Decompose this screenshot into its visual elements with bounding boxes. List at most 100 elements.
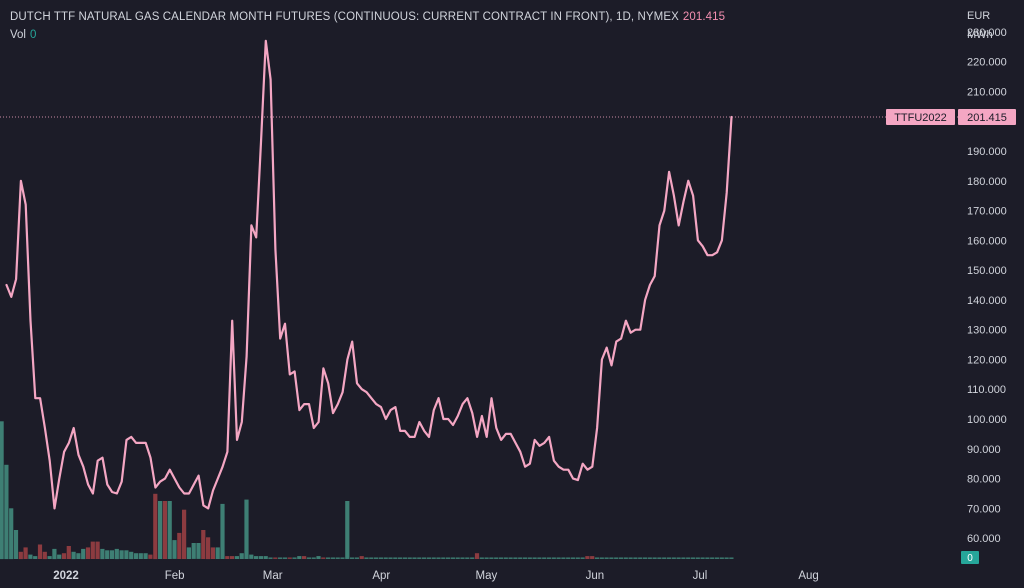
volume-bar (426, 557, 431, 559)
volume-bar (527, 557, 532, 559)
x-tick-label: Jun (586, 570, 605, 582)
y-tick-label: 230.000 (967, 27, 1007, 39)
y-tick-label: 110.000 (967, 384, 1006, 396)
volume-bar (378, 557, 383, 559)
volume-bar (494, 557, 499, 559)
volume-bar (215, 547, 220, 559)
volume-bar (556, 557, 561, 559)
volume-bar (719, 557, 724, 559)
y-tick-label: 70.000 (967, 503, 1001, 515)
axis-unit-energy: MWh (967, 29, 993, 41)
volume-bar (671, 557, 676, 559)
y-tick-label: 220.000 (967, 57, 1007, 69)
x-tick-label: Jul (693, 570, 708, 582)
volume-bar (220, 503, 225, 559)
y-tick-label: 130.000 (967, 325, 1007, 337)
volume-bar (638, 557, 643, 559)
volume-bar (287, 557, 292, 559)
volume-bar (532, 557, 537, 559)
x-tick-label: Feb (165, 570, 185, 582)
volume-bar (167, 501, 172, 559)
volume-bar (695, 557, 700, 559)
volume-bar (465, 557, 470, 559)
volume-bar (662, 557, 667, 559)
volume-bar (714, 557, 720, 559)
y-tick-label: 100.000 (967, 414, 1007, 426)
volume-bar (705, 557, 710, 559)
volume-bar (33, 556, 38, 559)
volume-bar (431, 557, 436, 559)
volume-bar (498, 557, 504, 559)
volume-bar (153, 493, 158, 560)
volume-bar (177, 532, 182, 559)
volume-bar (143, 553, 148, 559)
volume-bar (23, 547, 28, 559)
volume-bar (484, 557, 489, 559)
y-tick-label: 170.000 (967, 206, 1007, 218)
volume-bar (335, 557, 340, 559)
volume-bar (508, 557, 513, 559)
volume-bar (206, 537, 211, 560)
volume-bar (575, 557, 580, 559)
volume-bar (254, 556, 259, 559)
volume-bar (71, 551, 76, 560)
volume-bar (138, 553, 143, 559)
volume-bar (537, 557, 542, 559)
volume-bar (412, 557, 417, 559)
y-tick-label: 140.000 (967, 295, 1007, 307)
volume-bar (710, 557, 715, 559)
y-tick-label: 150.000 (967, 265, 1007, 277)
x-tick-label: Apr (372, 570, 390, 582)
volume-bar (450, 557, 455, 559)
volume-bar (446, 557, 451, 559)
volume-bar (230, 556, 235, 559)
volume-bar (402, 557, 407, 559)
volume-bar (436, 557, 441, 559)
volume-bar (398, 557, 403, 559)
volume-bar (13, 530, 19, 559)
volume-bar (566, 557, 571, 559)
volume-bar (474, 553, 480, 559)
volume-bar (383, 557, 388, 559)
volume-bar (455, 557, 460, 559)
volume-bar (100, 548, 105, 560)
volume-bar (647, 557, 652, 559)
volume-bar (4, 464, 9, 560)
volume-bar (18, 551, 23, 560)
volume-bar (0, 421, 4, 560)
volume-bar (316, 556, 321, 559)
volume-bar (422, 557, 427, 559)
volume-bar (85, 547, 91, 559)
volume-bar (273, 557, 278, 559)
volume-bar (249, 554, 254, 559)
volume-bar (633, 557, 638, 559)
volume-bar (76, 553, 81, 559)
volume-bar (311, 557, 316, 559)
volume-bar (642, 557, 648, 559)
volume-bar (546, 557, 552, 559)
volume-bar (42, 551, 47, 560)
volume-bar (282, 557, 287, 559)
volume-bar (158, 501, 163, 559)
volume-bar (119, 550, 124, 559)
volume-bar (522, 557, 528, 559)
volume-bar (114, 548, 119, 560)
volume-legend: Vol 0 (10, 29, 36, 41)
x-tick-label: Aug (798, 570, 818, 582)
x-axis: 2022 Feb Mar Apr May Jun Jul Aug (53, 570, 819, 582)
last-price-tag: TTFU2022 201.415 (886, 108, 1016, 125)
volume-bar (369, 557, 374, 559)
volume-bar (724, 557, 729, 559)
chart-legend: DUTCH TTF NATURAL GAS CALENDAR MONTH FUT… (10, 11, 725, 23)
volume-bar (9, 508, 14, 560)
volume-bar (172, 540, 177, 559)
volume-bar (52, 548, 57, 560)
volume-bar (57, 554, 62, 559)
volume-bar (690, 557, 696, 559)
y-tick-label: 120.000 (967, 354, 1007, 366)
volume-tag: 0 (961, 551, 979, 564)
volume-bar (268, 557, 273, 559)
x-tick-label: 2022 (53, 570, 79, 582)
volume-bar (594, 557, 600, 559)
